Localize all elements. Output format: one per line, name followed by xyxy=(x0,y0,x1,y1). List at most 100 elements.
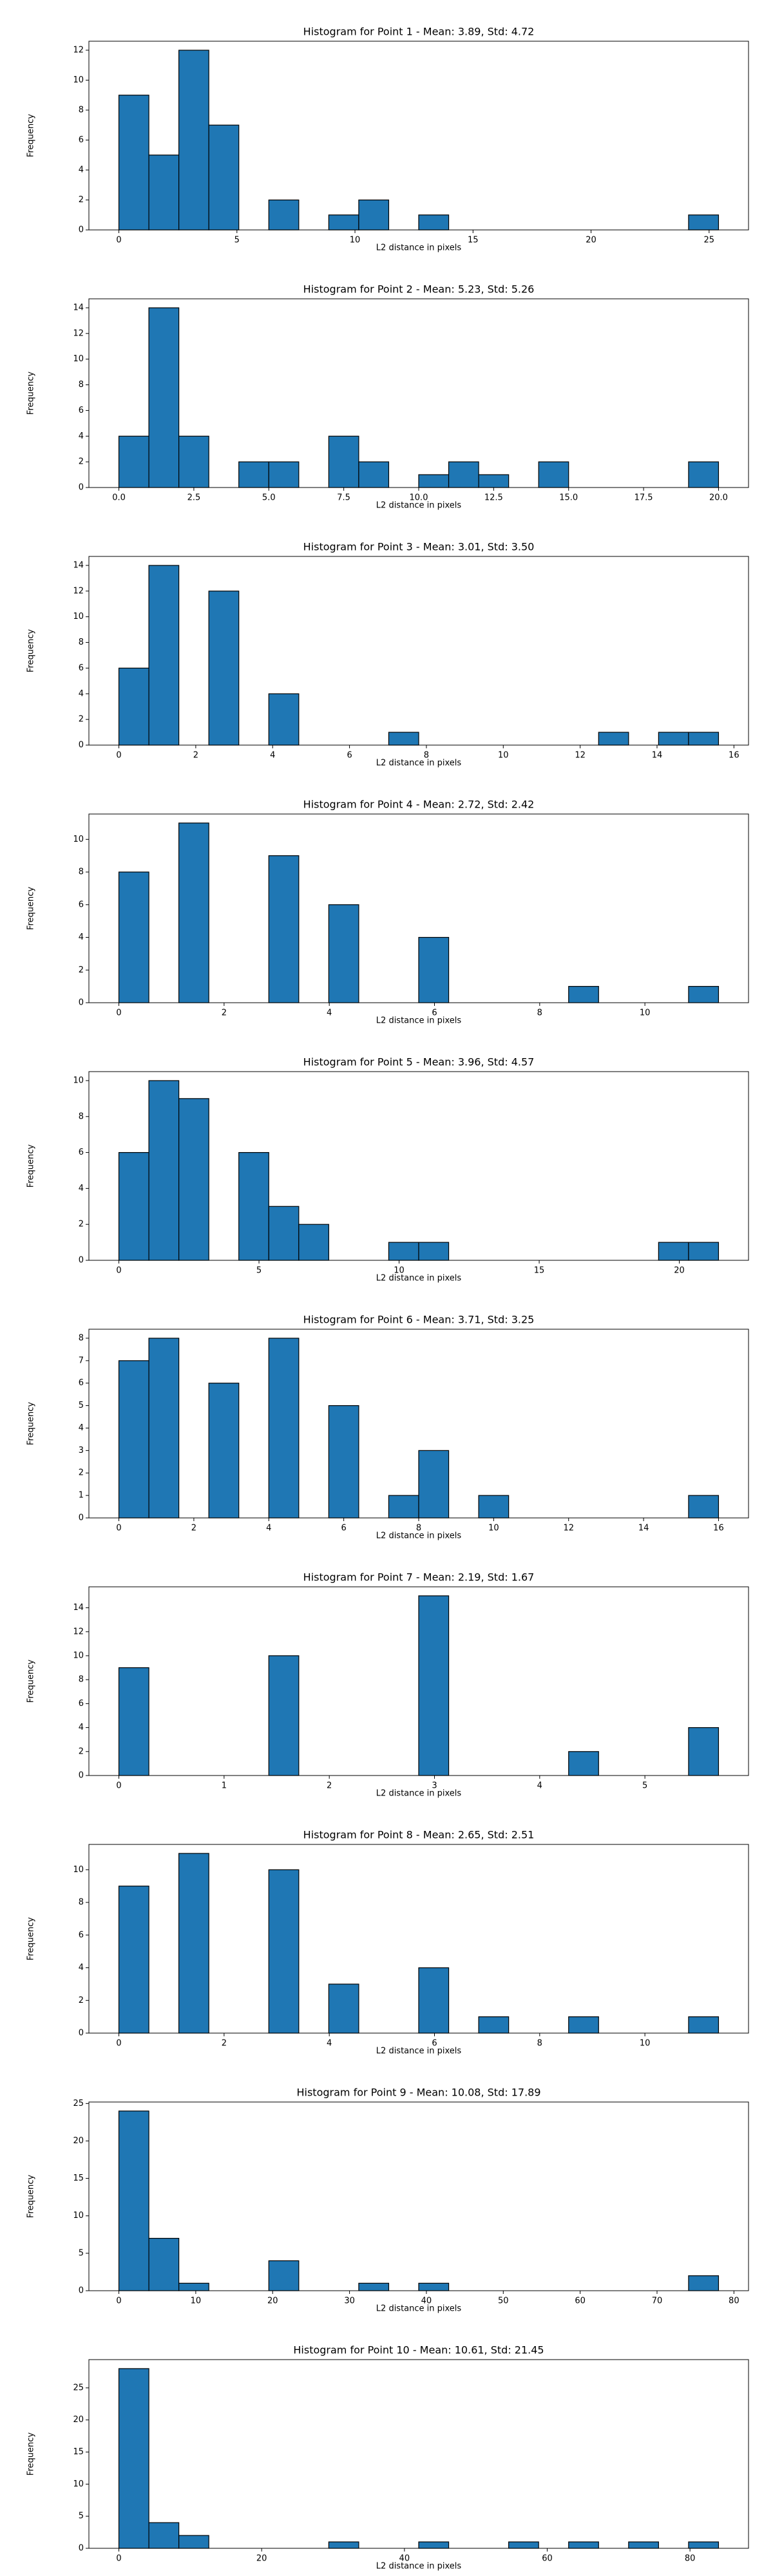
y-tick-label: 5 xyxy=(79,2248,84,2258)
y-tick-label: 10 xyxy=(73,75,84,85)
subplot: Histogram for Point 10 - Mean: 10.61, St… xyxy=(26,2344,749,2571)
y-axis-label: Frequency xyxy=(26,1660,36,1703)
y-tick-label: 1 xyxy=(79,1491,84,1501)
y-tick-label: 4 xyxy=(79,1963,84,1973)
x-tick-label: 0 xyxy=(116,2039,121,2049)
bar xyxy=(508,2541,539,2549)
bar xyxy=(118,1151,149,1261)
y-tick-label: 12 xyxy=(73,328,84,338)
axes-frame xyxy=(88,2101,749,2291)
bar xyxy=(328,1405,359,1519)
bar xyxy=(478,1495,510,1519)
y-tick-label: 6 xyxy=(79,406,84,415)
x-axis-label: L2 distance in pixels xyxy=(376,1531,462,1541)
y-tick-label: 4 xyxy=(79,165,84,175)
x-tick-label: 20 xyxy=(256,2554,267,2564)
chart-title: Histogram for Point 2 - Mean: 5.23, Std:… xyxy=(303,283,535,296)
y-tick-label: 25 xyxy=(73,2099,84,2108)
bar xyxy=(148,155,180,231)
y-tick-label: 6 xyxy=(79,663,84,673)
x-tick-label: 10 xyxy=(640,1009,651,1018)
y-tick-label: 2 xyxy=(79,1747,84,1756)
x-tick-label: 70 xyxy=(652,2297,663,2306)
y-tick-label: 4 xyxy=(79,689,84,699)
bar xyxy=(418,214,450,231)
y-tick-label: 8 xyxy=(79,1112,84,1121)
y-tick-label: 10 xyxy=(73,1865,84,1875)
x-axis-label: L2 distance in pixels xyxy=(376,759,462,768)
y-tick-label: 4 xyxy=(79,1723,84,1732)
y-tick-label: 7 xyxy=(79,1356,84,1365)
bar xyxy=(598,732,629,746)
y-axis-label: Frequency xyxy=(26,887,36,930)
bar xyxy=(658,1242,689,1261)
axes-frame xyxy=(88,1071,749,1261)
x-axis-label: L2 distance in pixels xyxy=(376,243,462,253)
x-tick-label: 4 xyxy=(537,1781,542,1791)
y-tick-label: 12 xyxy=(73,1627,84,1636)
subplot: Histogram for Point 2 - Mean: 5.23, Std:… xyxy=(26,283,749,511)
x-tick-label: 0 xyxy=(116,2297,121,2306)
y-axis-label: Frequency xyxy=(26,2432,36,2476)
y-tick-label: 5 xyxy=(79,2512,84,2521)
x-tick-label: 12 xyxy=(575,751,586,761)
x-tick-label: 5 xyxy=(642,1781,647,1791)
y-tick-label: 0 xyxy=(79,1256,84,1265)
x-tick-label: 10 xyxy=(488,1524,499,1533)
bar xyxy=(208,1383,240,1519)
y-tick-label: 0 xyxy=(79,1513,84,1523)
y-tick-label: 0 xyxy=(79,2544,84,2553)
x-tick-label: 8 xyxy=(537,2039,542,2049)
y-tick-label: 6 xyxy=(79,900,84,909)
x-tick-label: 15 xyxy=(468,236,479,245)
bar xyxy=(118,871,149,1003)
x-tick-label: 8 xyxy=(424,751,429,761)
bar xyxy=(628,2541,659,2549)
x-tick-label: 10 xyxy=(350,236,361,245)
subplot: Histogram for Point 8 - Mean: 2.65, Std:… xyxy=(26,1829,749,2056)
subplot: Histogram for Point 6 - Mean: 3.71, Std:… xyxy=(26,1314,749,1541)
y-tick-label: 2 xyxy=(79,1996,84,2005)
y-tick-label: 5 xyxy=(79,1401,84,1410)
x-tick-label: 0 xyxy=(116,236,121,245)
bar xyxy=(238,461,269,488)
y-tick-label: 8 xyxy=(79,1675,84,1685)
axes-frame xyxy=(88,813,749,1003)
x-tick-label: 60 xyxy=(575,2297,586,2306)
bar xyxy=(328,435,359,488)
bar xyxy=(178,2282,209,2291)
y-tick-label: 2 xyxy=(79,1468,84,1478)
x-tick-label: 0 xyxy=(116,751,121,761)
y-tick-label: 6 xyxy=(79,1148,84,1157)
x-axis-label: L2 distance in pixels xyxy=(376,1789,462,1799)
y-tick-label: 10 xyxy=(73,354,84,364)
x-axis-label: L2 distance in pixels xyxy=(376,2304,462,2314)
bar xyxy=(418,1450,450,1519)
x-tick-label: 5 xyxy=(256,1266,262,1276)
chart-title: Histogram for Point 8 - Mean: 2.65, Std:… xyxy=(303,1829,535,1841)
bar xyxy=(208,124,240,231)
y-tick-label: 10 xyxy=(73,2211,84,2221)
subplot: Histogram for Point 3 - Mean: 3.01, Std:… xyxy=(26,541,749,768)
x-tick-label: 17.5 xyxy=(635,493,653,503)
bar xyxy=(688,2275,720,2291)
bar xyxy=(688,2016,720,2034)
y-tick-label: 15 xyxy=(73,2174,84,2183)
x-tick-label: 40 xyxy=(421,2297,432,2306)
y-tick-label: 20 xyxy=(73,2415,84,2425)
axes-frame xyxy=(88,556,749,746)
x-tick-label: 2 xyxy=(327,1781,332,1791)
bar xyxy=(568,986,599,1003)
y-axis-label: Frequency xyxy=(26,1144,36,1188)
y-tick-label: 8 xyxy=(79,1333,84,1343)
chart-title: Histogram for Point 4 - Mean: 2.72, Std:… xyxy=(303,799,535,811)
y-tick-label: 10 xyxy=(73,2479,84,2489)
x-tick-label: 0 xyxy=(116,1009,121,1018)
x-tick-label: 80 xyxy=(729,2297,740,2306)
bar xyxy=(388,732,419,746)
x-tick-label: 2 xyxy=(222,1009,227,1018)
x-tick-label: 15.0 xyxy=(559,493,578,503)
bar xyxy=(358,461,390,488)
y-tick-label: 10 xyxy=(73,835,84,844)
x-tick-label: 5.0 xyxy=(262,493,276,503)
